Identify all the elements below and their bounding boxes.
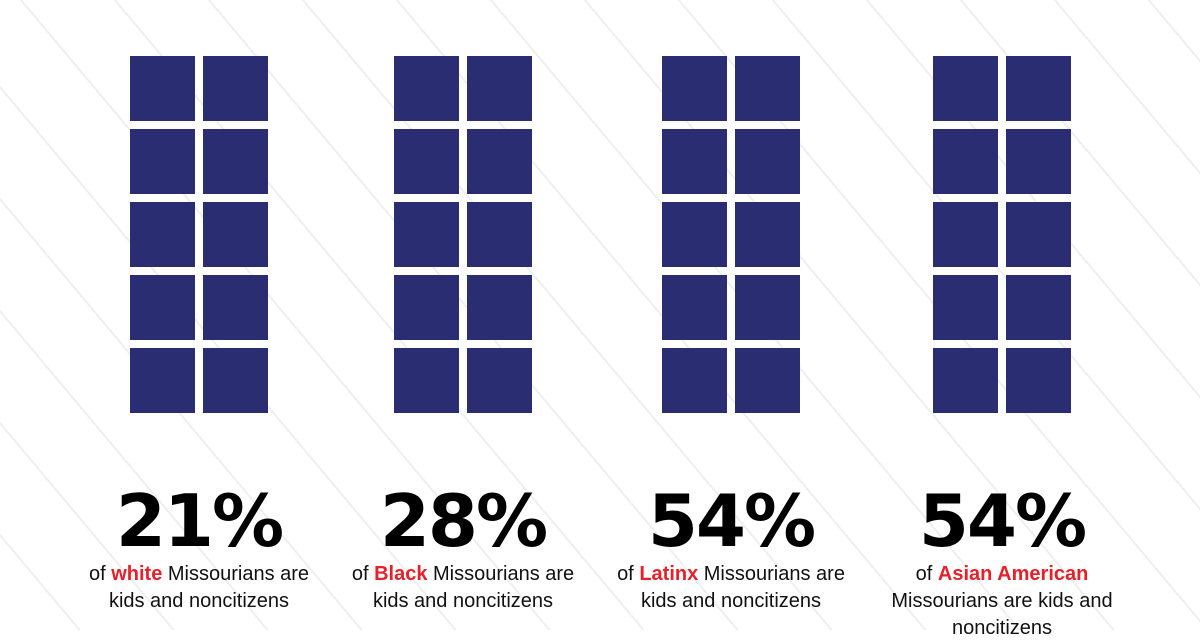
caption-pre: of [351, 563, 375, 585]
square-mark [203, 129, 268, 194]
percent-label: 28% [379, 479, 548, 563]
percent-label: 21% [115, 479, 284, 563]
square-grid [933, 56, 1071, 413]
caption: of Latinx Missourians are kids and nonci… [601, 561, 861, 615]
percent-label: 54% [647, 479, 816, 563]
square-mark [203, 202, 268, 267]
group-1: 28% of Black Missourians are kids and non… [352, 56, 574, 612]
square-mark [735, 348, 800, 413]
caption-group: white [111, 563, 163, 585]
square-mark [662, 275, 727, 340]
square-mark [130, 56, 195, 121]
square-mark [203, 275, 268, 340]
square-mark [933, 348, 998, 413]
square-grid [662, 56, 800, 413]
square-mark [394, 202, 459, 267]
caption-group: Asian American [937, 563, 1089, 585]
square-mark [130, 202, 195, 267]
square-mark [1006, 275, 1071, 340]
square-mark [394, 348, 459, 413]
square-mark [130, 348, 195, 413]
square-mark [662, 202, 727, 267]
square-mark [933, 56, 998, 121]
square-mark [467, 56, 532, 121]
square-mark [662, 129, 727, 194]
percent-label: 54% [918, 479, 1087, 563]
square-mark [735, 56, 800, 121]
caption: of white Missourians are kids and noncit… [69, 561, 329, 615]
caption-group: Latinx [639, 563, 699, 585]
square-mark [662, 56, 727, 121]
group-0: 21% of white Missourians are kids and non… [89, 56, 309, 612]
square-mark [1006, 348, 1071, 413]
group-3: 54% of Asian American Missourians are kid… [891, 56, 1113, 639]
square-mark [933, 129, 998, 194]
caption-pre: of [915, 563, 938, 585]
square-mark [203, 348, 268, 413]
square-mark [394, 56, 459, 121]
square-mark [394, 129, 459, 194]
square-grid [130, 56, 268, 413]
group-2: 54% of Latinx Missourians are kids and no… [617, 56, 845, 612]
caption-post: Missourians are kids and noncitizens [108, 563, 310, 612]
caption: of Black Missourians are kids and noncit… [333, 561, 593, 615]
square-mark [1006, 129, 1071, 194]
caption-group: Black [374, 563, 428, 585]
square-mark [394, 275, 459, 340]
square-mark [662, 348, 727, 413]
square-mark [467, 275, 532, 340]
square-mark [1006, 202, 1071, 267]
square-mark [467, 202, 532, 267]
caption-pre: of [88, 563, 112, 585]
square-mark [130, 129, 195, 194]
square-mark [130, 275, 195, 340]
square-mark [1006, 56, 1071, 121]
square-mark [467, 129, 532, 194]
square-mark [203, 56, 268, 121]
square-mark [735, 275, 800, 340]
square-mark [735, 202, 800, 267]
square-mark [735, 129, 800, 194]
square-grid [394, 56, 532, 413]
caption-post: Missourians are kids and noncitizens [640, 563, 845, 612]
square-mark [933, 202, 998, 267]
caption-post: Missourians are kids and noncitizens [372, 563, 575, 612]
caption-pre: of [617, 563, 640, 585]
caption-post: Missourians are kids and noncitizens [891, 590, 1113, 639]
square-mark [933, 275, 998, 340]
square-mark [467, 348, 532, 413]
